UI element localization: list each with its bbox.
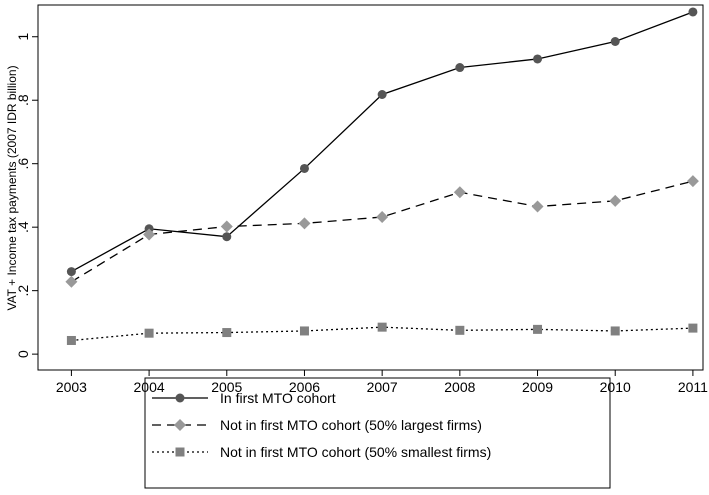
- data-point: [688, 323, 698, 333]
- data-point: [143, 228, 156, 241]
- data-point: [609, 194, 622, 207]
- data-point: [66, 335, 76, 345]
- legend-label: Not in first MTO cohort (50% smallest fi…: [220, 444, 491, 460]
- data-point: [610, 326, 620, 336]
- legend-box: [144, 377, 611, 489]
- legend-label: Not in first MTO cohort (50% largest fir…: [220, 417, 482, 433]
- plot-frame: [37, 4, 704, 371]
- data-point: [220, 220, 233, 233]
- data-point: [610, 37, 620, 46]
- legend-label: In first MTO cohort: [220, 390, 336, 406]
- data-point: [66, 267, 76, 277]
- data-point: [531, 200, 544, 213]
- x-tick-label: 2011: [678, 379, 708, 395]
- y-tick-label: .4: [15, 221, 31, 233]
- data-point: [455, 63, 465, 73]
- data-point: [455, 325, 465, 335]
- y-tick-label: .6: [15, 158, 31, 170]
- data-point: [65, 275, 78, 288]
- y-tick-label: .8: [15, 94, 31, 106]
- data-point: [144, 328, 154, 338]
- x-tick-label: 2007: [367, 379, 398, 395]
- x-tick-label: 2005: [211, 379, 242, 395]
- x-tick-label: 2003: [56, 379, 87, 395]
- data-point: [453, 186, 466, 199]
- data-point: [299, 163, 309, 173]
- y-axis-label: VAT + Income tax payments (2007 IDR bill…: [5, 65, 19, 310]
- data-point: [222, 328, 232, 338]
- data-point: [376, 211, 389, 224]
- x-tick-label: 2008: [444, 379, 475, 395]
- data-point: [377, 90, 387, 100]
- data-point: [299, 326, 309, 336]
- legend-marker: [175, 393, 185, 403]
- y-tick-label: 0: [15, 350, 31, 358]
- data-point: [298, 217, 311, 230]
- data-point: [688, 7, 698, 17]
- legend-marker: [175, 447, 185, 457]
- data-point: [222, 232, 232, 242]
- legend-marker: [174, 419, 186, 431]
- x-tick-label: 2006: [289, 379, 320, 395]
- data-point: [533, 54, 543, 64]
- x-tick-label: 2004: [134, 379, 165, 395]
- y-tick-label: 1: [15, 33, 31, 41]
- x-tick-label: 2009: [522, 379, 553, 395]
- data-point: [533, 324, 543, 334]
- data-point: [686, 175, 699, 188]
- series-line: [71, 180, 694, 283]
- x-tick-label: 2010: [600, 379, 631, 395]
- y-tick-label: .2: [15, 285, 31, 297]
- data-point: [377, 322, 387, 332]
